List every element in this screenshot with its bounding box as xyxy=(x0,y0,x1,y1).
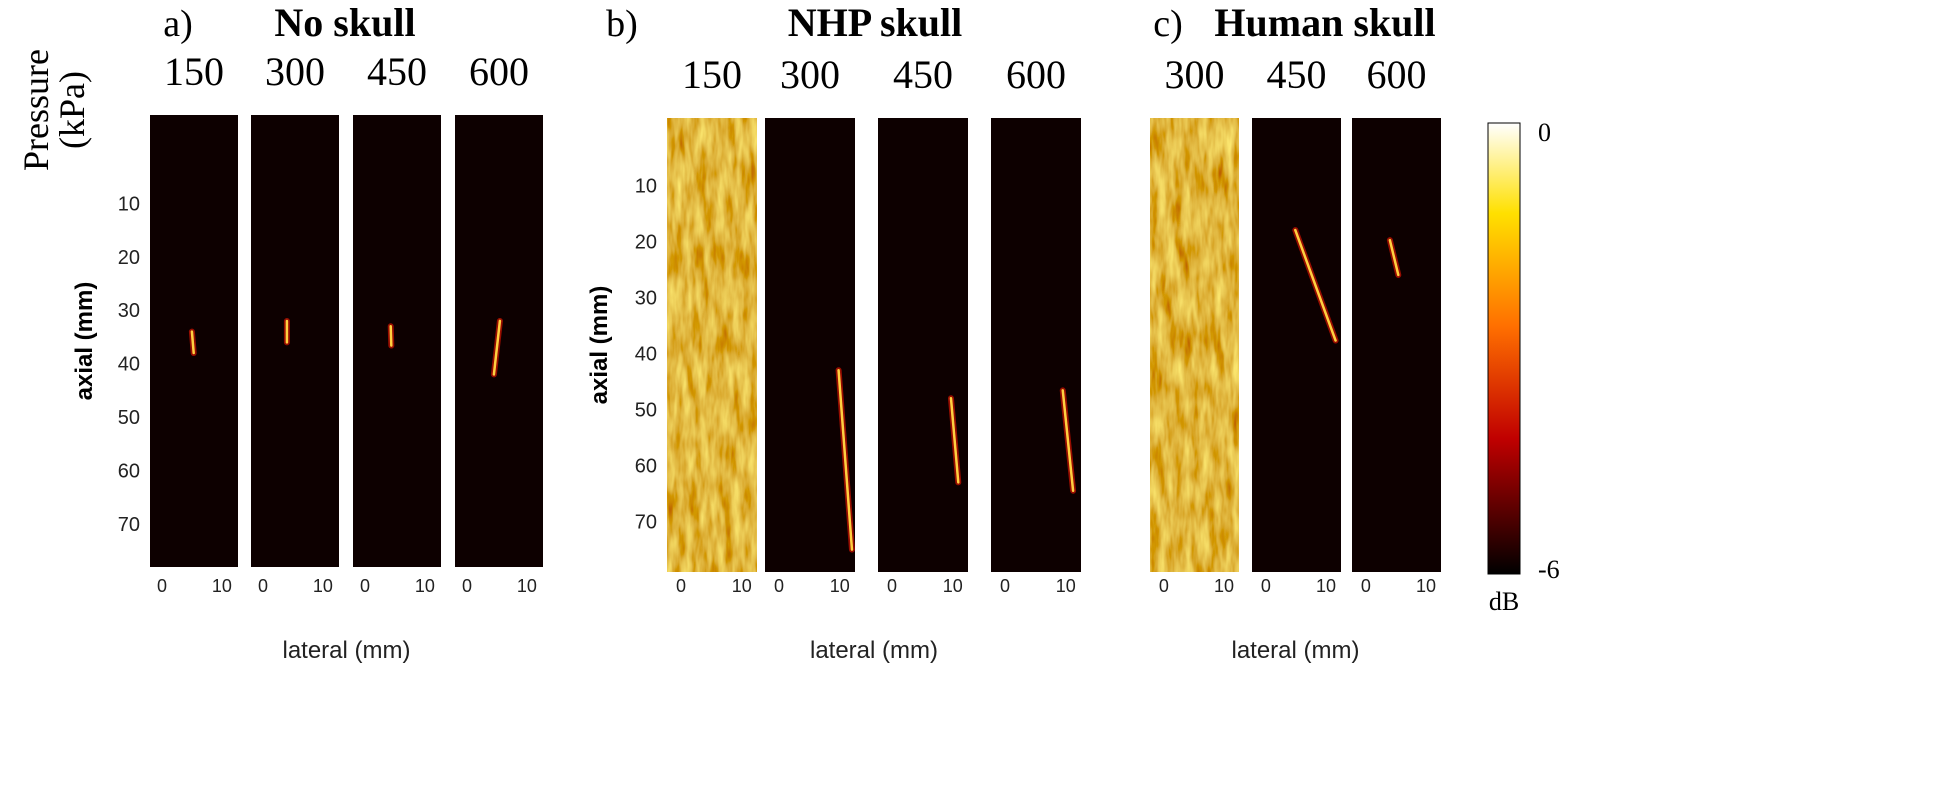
x-tick-label: 10 xyxy=(830,576,850,596)
y-tick-label: 20 xyxy=(118,247,140,269)
heatmap-image xyxy=(991,118,1081,572)
pressure-label: 450 xyxy=(1267,52,1327,97)
panel-tag: c) xyxy=(1153,3,1183,45)
pressure-label: Pressure (kPa) xyxy=(16,49,92,171)
x-tick-label: 10 xyxy=(1056,576,1076,596)
y-tick-label: 40 xyxy=(118,354,140,376)
x-tick-label: 10 xyxy=(1316,576,1336,596)
y-tick-label: 60 xyxy=(635,456,657,478)
pressure-label: 300 xyxy=(265,49,325,94)
x-tick-label: 0 xyxy=(157,576,167,596)
y-tick-label: 50 xyxy=(635,399,657,421)
pressure-label: 150 xyxy=(164,49,224,94)
pressure-label: 600 xyxy=(469,49,529,94)
y-tick-label: 70 xyxy=(635,512,657,534)
colorbar-tick-label: -6 xyxy=(1538,555,1560,584)
pressure-label: 300 xyxy=(1165,52,1225,97)
y-tick-label: 10 xyxy=(118,193,140,215)
x-tick-label: 0 xyxy=(774,576,784,596)
x-tick-label: 10 xyxy=(212,576,232,596)
pressure-label: 600 xyxy=(1006,52,1066,97)
focus-core xyxy=(1061,389,1075,492)
panel-title: NHP skull xyxy=(788,0,963,45)
focus-core xyxy=(837,368,854,551)
focus-core xyxy=(190,330,195,355)
x-tick-label: 0 xyxy=(1361,576,1371,596)
x-axis-label: lateral (mm) xyxy=(1231,637,1359,664)
x-tick-label: 0 xyxy=(258,576,268,596)
heatmap-image xyxy=(1252,118,1341,572)
focus-core xyxy=(949,396,960,484)
heatmap-image xyxy=(1150,118,1239,572)
x-axis-label: lateral (mm) xyxy=(282,637,410,664)
x-tick-label: 10 xyxy=(732,576,752,596)
x-tick-label: 0 xyxy=(360,576,370,596)
x-tick-label: 10 xyxy=(1214,576,1234,596)
heatmap-image xyxy=(765,118,855,572)
x-tick-label: 0 xyxy=(887,576,897,596)
heatmap-image xyxy=(251,115,339,567)
colorbar xyxy=(1487,122,1521,575)
focus-core xyxy=(1294,228,1337,342)
x-tick-label: 10 xyxy=(415,576,435,596)
x-tick-label: 10 xyxy=(313,576,333,596)
x-axis-label: lateral (mm) xyxy=(810,637,938,664)
focus-core xyxy=(492,319,502,376)
pressure-label: 450 xyxy=(367,49,427,94)
pressure-label: 450 xyxy=(893,52,953,97)
heatmap-image xyxy=(353,115,441,567)
y-tick-label: 10 xyxy=(635,175,657,197)
pressure-label: 150 xyxy=(682,52,742,97)
x-tick-label: 0 xyxy=(462,576,472,596)
x-tick-label: 0 xyxy=(676,576,686,596)
focus-core xyxy=(1388,238,1400,277)
panel-title: No skull xyxy=(274,0,415,45)
colorbar-label: dB xyxy=(1489,587,1519,616)
panel-title: Human skull xyxy=(1214,0,1435,45)
y-tick-label: 70 xyxy=(118,514,140,536)
pressure-label: 600 xyxy=(1367,52,1427,97)
x-tick-label: 0 xyxy=(1159,576,1169,596)
y-tick-label: 40 xyxy=(635,343,657,365)
focus-core xyxy=(389,325,393,347)
y-tick-label: 30 xyxy=(118,300,140,322)
pressure-label: 300 xyxy=(780,52,840,97)
y-tick-label: 50 xyxy=(118,407,140,429)
pressure-label-line: (kPa) xyxy=(52,71,92,149)
heatmap-image xyxy=(667,118,757,572)
x-tick-label: 10 xyxy=(943,576,963,596)
x-tick-label: 0 xyxy=(1000,576,1010,596)
y-tick-label: 20 xyxy=(635,231,657,253)
x-tick-label: 10 xyxy=(517,576,537,596)
x-tick-label: 10 xyxy=(1416,576,1436,596)
heatmap-image xyxy=(878,118,968,572)
y-axis-label: axial (mm) xyxy=(586,286,613,405)
colorbar-tick-label: 0 xyxy=(1538,118,1551,147)
panel-tag: b) xyxy=(606,3,638,45)
y-tick-label: 60 xyxy=(118,461,140,483)
heatmap-image xyxy=(1352,118,1441,572)
panel-tag: a) xyxy=(163,3,193,45)
y-axis-label: axial (mm) xyxy=(71,282,98,401)
x-tick-label: 0 xyxy=(1261,576,1271,596)
y-tick-label: 30 xyxy=(635,287,657,309)
pressure-label-line: Pressure xyxy=(16,49,56,171)
